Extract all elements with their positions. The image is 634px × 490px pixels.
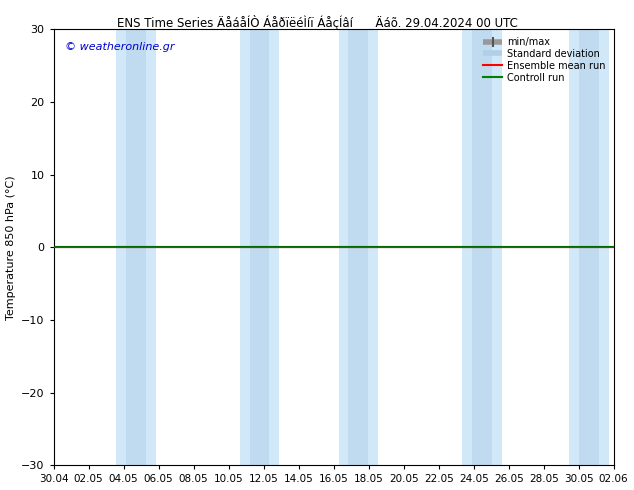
Bar	[250, 29, 269, 465]
Bar	[126, 29, 146, 465]
Y-axis label: Temperature 850 hPa (°C): Temperature 850 hPa (°C)	[6, 175, 16, 319]
Bar	[462, 29, 501, 465]
Bar	[349, 29, 368, 465]
Bar	[579, 29, 598, 465]
Text: ENS Time Series ÄåáåÍÒ ÁåðïëéÌíï ÁåçÍâí      Äáõ. 29.04.2024 00 UTC: ENS Time Series ÄåáåÍÒ ÁåðïëéÌíï ÁåçÍâí …	[117, 15, 517, 30]
Text: © weatheronline.gr: © weatheronline.gr	[65, 42, 174, 52]
Legend: min/max, Standard deviation, Ensemble mean run, Controll run: min/max, Standard deviation, Ensemble me…	[480, 34, 609, 86]
Bar	[472, 29, 492, 465]
Bar	[339, 29, 378, 465]
Bar	[569, 29, 609, 465]
Bar	[116, 29, 156, 465]
Bar	[240, 29, 280, 465]
